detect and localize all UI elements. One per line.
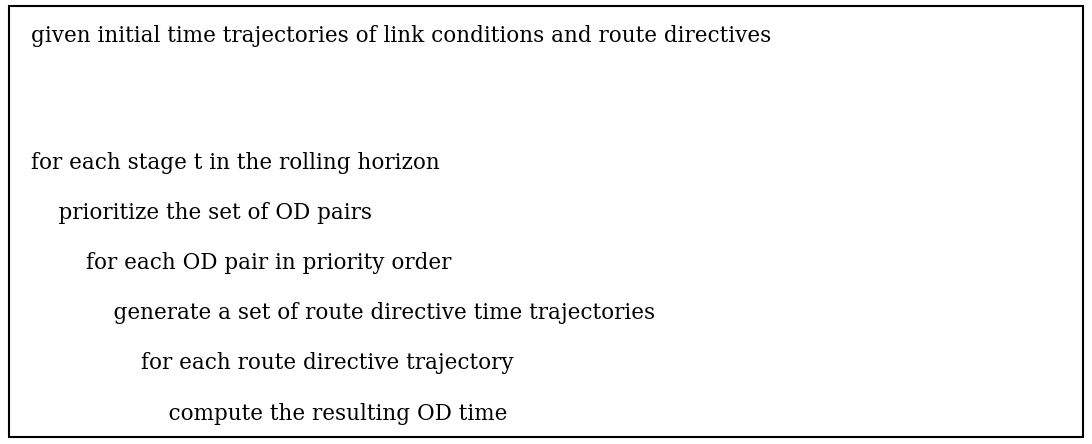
- Text: for each stage t in the rolling horizon: for each stage t in the rolling horizon: [31, 152, 439, 174]
- Text: compute the resulting OD time: compute the resulting OD time: [31, 403, 507, 424]
- Text: given initial time trajectories of link conditions and route directives: given initial time trajectories of link …: [31, 25, 771, 47]
- Text: generate a set of route directive time trajectories: generate a set of route directive time t…: [31, 302, 655, 325]
- Text: prioritize the set of OD pairs: prioritize the set of OD pairs: [31, 202, 371, 225]
- Text: for each OD pair in priority order: for each OD pair in priority order: [31, 253, 451, 274]
- Text: for each route directive trajectory: for each route directive trajectory: [31, 353, 513, 374]
- FancyBboxPatch shape: [9, 6, 1083, 437]
